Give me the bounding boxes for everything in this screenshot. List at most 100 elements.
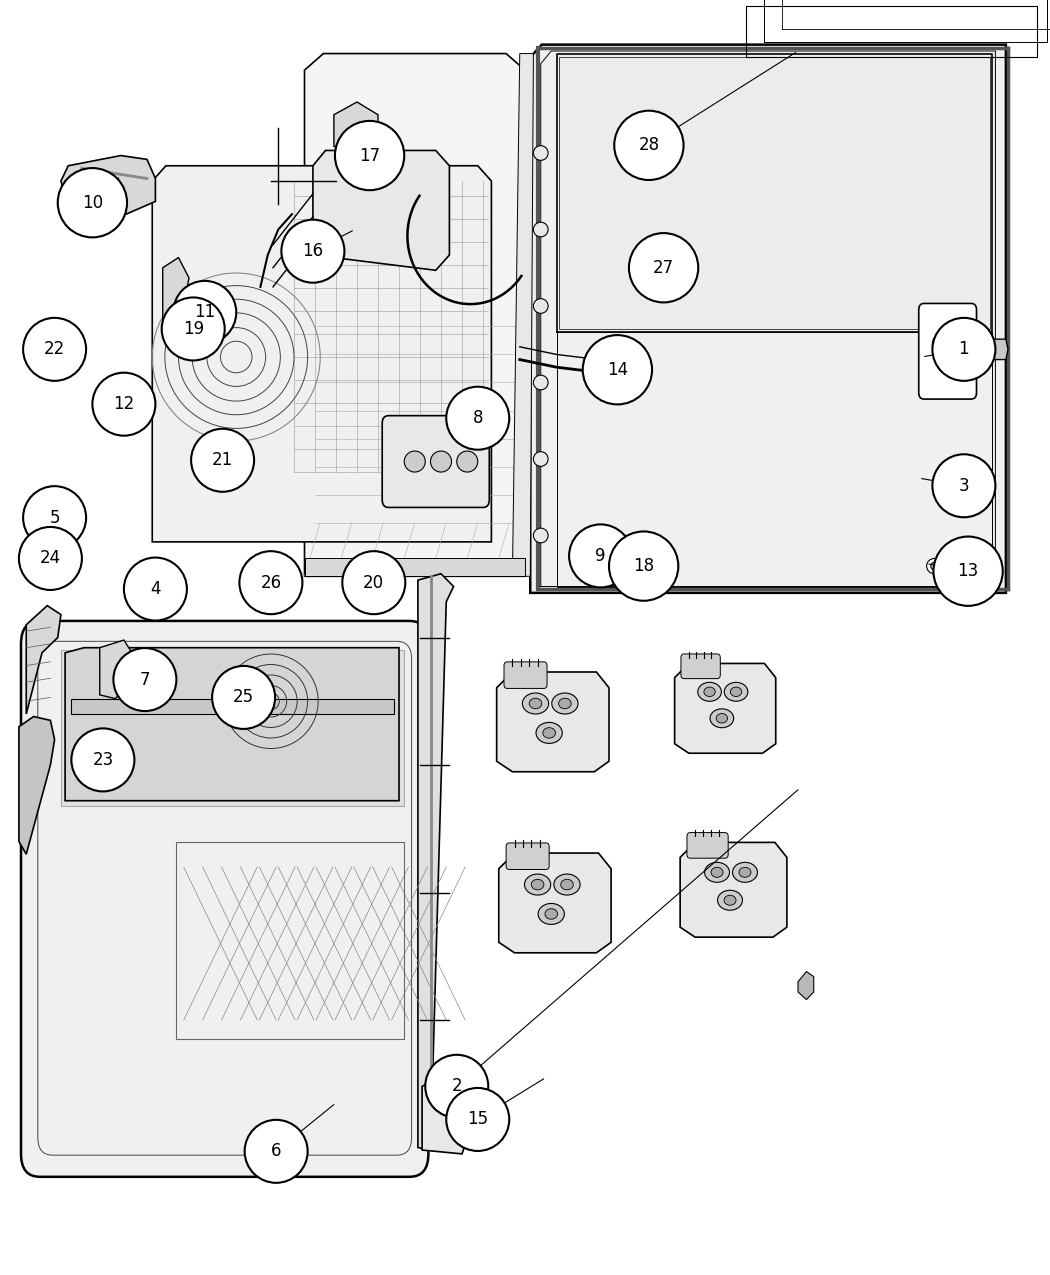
Ellipse shape (71, 728, 134, 792)
Ellipse shape (212, 448, 239, 470)
Polygon shape (71, 699, 394, 714)
Ellipse shape (590, 541, 611, 561)
Ellipse shape (614, 111, 684, 180)
FancyBboxPatch shape (919, 303, 976, 399)
Ellipse shape (531, 880, 544, 890)
Text: 22: 22 (44, 340, 65, 358)
Ellipse shape (212, 666, 275, 729)
Ellipse shape (704, 687, 715, 696)
Polygon shape (61, 156, 155, 214)
Ellipse shape (23, 486, 86, 550)
Ellipse shape (430, 451, 452, 472)
Text: 13: 13 (958, 562, 979, 580)
Text: 16: 16 (302, 242, 323, 260)
Ellipse shape (183, 311, 206, 332)
Text: 5: 5 (49, 509, 60, 527)
Polygon shape (798, 972, 814, 1000)
Ellipse shape (19, 527, 82, 590)
Ellipse shape (124, 557, 187, 621)
Ellipse shape (933, 537, 1003, 606)
Ellipse shape (173, 280, 236, 344)
Ellipse shape (595, 546, 606, 556)
Ellipse shape (58, 168, 127, 237)
Ellipse shape (926, 558, 943, 574)
Polygon shape (559, 57, 990, 329)
Ellipse shape (940, 478, 947, 486)
Text: 23: 23 (92, 751, 113, 769)
Text: 17: 17 (359, 147, 380, 164)
Ellipse shape (457, 451, 478, 472)
Ellipse shape (569, 524, 632, 588)
Ellipse shape (552, 694, 579, 714)
Ellipse shape (533, 528, 548, 543)
Text: 19: 19 (183, 320, 204, 338)
Ellipse shape (724, 682, 748, 701)
Text: 12: 12 (113, 395, 134, 413)
Text: 15: 15 (467, 1111, 488, 1128)
Ellipse shape (239, 551, 302, 615)
Text: 14: 14 (607, 361, 628, 379)
Text: 18: 18 (633, 557, 654, 575)
Ellipse shape (932, 454, 995, 518)
Polygon shape (304, 54, 525, 576)
Text: 28: 28 (638, 136, 659, 154)
Ellipse shape (533, 451, 548, 467)
Ellipse shape (525, 875, 550, 895)
Ellipse shape (533, 222, 548, 237)
Ellipse shape (533, 145, 548, 161)
Ellipse shape (609, 532, 678, 601)
Ellipse shape (543, 728, 555, 738)
Ellipse shape (739, 867, 751, 877)
Ellipse shape (705, 862, 730, 882)
Text: 20: 20 (363, 574, 384, 592)
FancyBboxPatch shape (687, 833, 729, 858)
FancyBboxPatch shape (506, 843, 549, 870)
Ellipse shape (698, 682, 721, 701)
Polygon shape (499, 853, 611, 952)
Text: 1: 1 (959, 340, 969, 358)
Polygon shape (100, 640, 134, 699)
Ellipse shape (724, 895, 736, 905)
Ellipse shape (533, 375, 548, 390)
Polygon shape (113, 388, 155, 414)
Ellipse shape (523, 694, 548, 714)
Ellipse shape (717, 890, 742, 910)
Polygon shape (680, 843, 786, 937)
Polygon shape (40, 321, 71, 360)
Polygon shape (163, 258, 189, 321)
Polygon shape (313, 150, 449, 270)
Text: 10: 10 (82, 194, 103, 212)
FancyBboxPatch shape (504, 662, 547, 688)
Polygon shape (19, 717, 55, 854)
Ellipse shape (710, 709, 734, 728)
Polygon shape (418, 574, 454, 1150)
Ellipse shape (934, 474, 951, 490)
Ellipse shape (629, 233, 698, 302)
Ellipse shape (404, 451, 425, 472)
Polygon shape (304, 558, 525, 576)
Ellipse shape (446, 1088, 509, 1151)
Polygon shape (497, 672, 609, 771)
Polygon shape (674, 663, 776, 754)
Polygon shape (26, 606, 61, 714)
Text: 11: 11 (194, 303, 215, 321)
Text: 9: 9 (595, 547, 606, 565)
Text: 26: 26 (260, 574, 281, 592)
Ellipse shape (711, 867, 723, 877)
Ellipse shape (245, 1119, 308, 1183)
Ellipse shape (281, 219, 344, 283)
FancyBboxPatch shape (21, 621, 428, 1177)
FancyBboxPatch shape (680, 654, 720, 678)
Text: 4: 4 (150, 580, 161, 598)
Ellipse shape (219, 454, 232, 465)
Text: 8: 8 (472, 409, 483, 427)
Ellipse shape (931, 562, 939, 570)
Ellipse shape (554, 875, 580, 895)
Text: 7: 7 (140, 671, 150, 688)
Ellipse shape (733, 862, 757, 882)
Text: 6: 6 (271, 1142, 281, 1160)
Ellipse shape (475, 402, 491, 418)
Ellipse shape (113, 648, 176, 711)
Ellipse shape (583, 335, 652, 404)
Ellipse shape (932, 317, 995, 381)
